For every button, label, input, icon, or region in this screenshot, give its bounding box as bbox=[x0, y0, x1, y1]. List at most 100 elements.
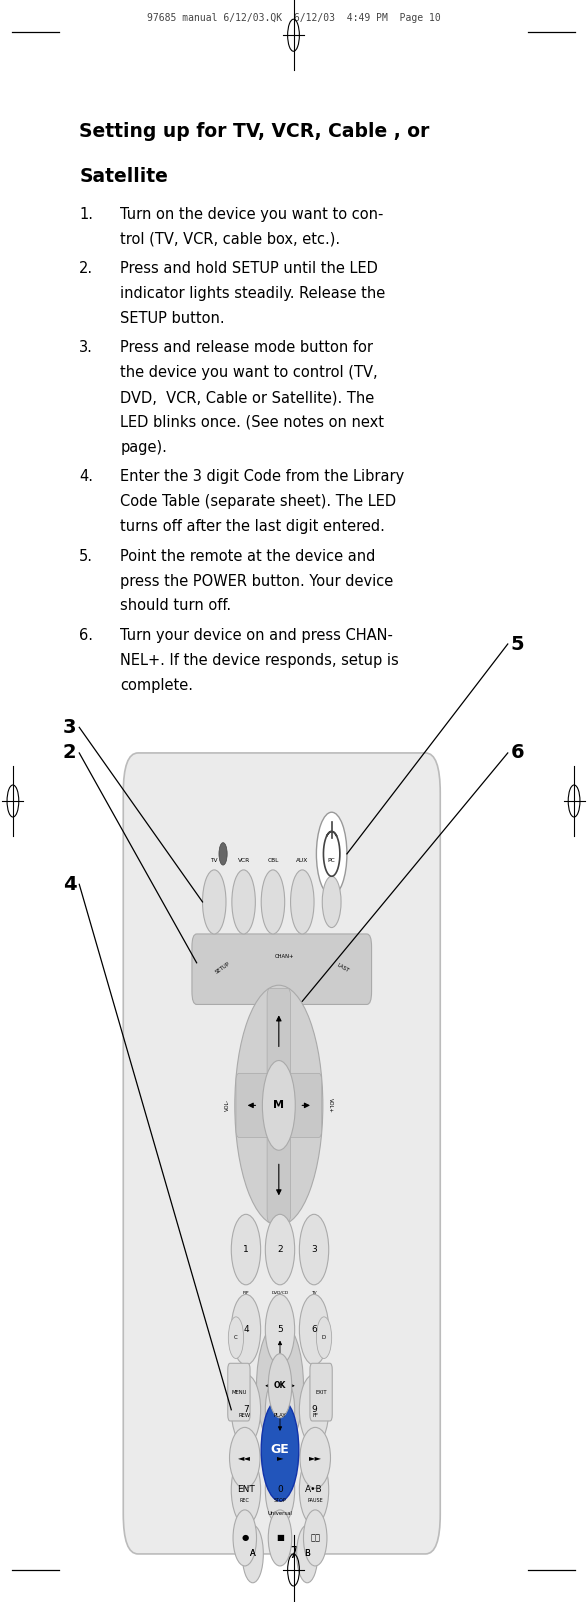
Text: 9: 9 bbox=[311, 1405, 317, 1415]
FancyBboxPatch shape bbox=[236, 1073, 277, 1137]
Circle shape bbox=[261, 1399, 299, 1501]
Text: Enter the 3 digit Code from the Library: Enter the 3 digit Code from the Library bbox=[120, 469, 404, 484]
Text: VOL-: VOL- bbox=[225, 1099, 230, 1112]
Text: 4: 4 bbox=[63, 875, 76, 894]
Text: ENT: ENT bbox=[237, 1485, 255, 1495]
Text: STOP: STOP bbox=[274, 1498, 286, 1503]
Circle shape bbox=[235, 985, 323, 1226]
Text: 3: 3 bbox=[63, 718, 76, 737]
Text: 97685 manual 6/12/03.QK  6/12/03  4:49 PM  Page 10: 97685 manual 6/12/03.QK 6/12/03 4:49 PM … bbox=[147, 13, 440, 24]
Text: 3: 3 bbox=[311, 1245, 317, 1254]
Text: NEL+. If the device responds, setup is: NEL+. If the device responds, setup is bbox=[120, 654, 399, 668]
Text: A•B: A•B bbox=[305, 1485, 323, 1495]
Text: 7: 7 bbox=[243, 1405, 249, 1415]
Text: 6.: 6. bbox=[79, 628, 93, 642]
Ellipse shape bbox=[231, 1375, 261, 1445]
Ellipse shape bbox=[265, 1455, 295, 1525]
Text: ●: ● bbox=[241, 1533, 248, 1543]
Ellipse shape bbox=[265, 1294, 295, 1365]
Text: REC: REC bbox=[240, 1498, 249, 1503]
Ellipse shape bbox=[299, 1375, 329, 1445]
Text: M: M bbox=[274, 1101, 284, 1110]
Text: AUX: AUX bbox=[296, 859, 308, 863]
Text: 3.: 3. bbox=[79, 340, 93, 356]
Circle shape bbox=[296, 1525, 318, 1583]
Text: LAST: LAST bbox=[336, 963, 350, 972]
Ellipse shape bbox=[265, 1427, 295, 1488]
Text: the device you want to control (TV,: the device you want to control (TV, bbox=[120, 365, 378, 380]
Circle shape bbox=[242, 1525, 264, 1583]
Text: 6: 6 bbox=[511, 743, 524, 763]
FancyBboxPatch shape bbox=[123, 753, 440, 1554]
Text: Code Table (separate sheet). The LED: Code Table (separate sheet). The LED bbox=[120, 495, 396, 509]
Text: A: A bbox=[250, 1549, 255, 1559]
Text: Press and release mode button for: Press and release mode button for bbox=[120, 340, 373, 356]
Ellipse shape bbox=[299, 1294, 329, 1365]
Circle shape bbox=[262, 1061, 295, 1150]
Circle shape bbox=[322, 876, 341, 928]
Circle shape bbox=[257, 1322, 303, 1450]
Circle shape bbox=[261, 870, 285, 934]
Text: 2: 2 bbox=[63, 743, 76, 763]
Text: CHAN-: CHAN- bbox=[271, 1242, 287, 1246]
Text: PAUSE: PAUSE bbox=[308, 1498, 323, 1503]
Text: 5: 5 bbox=[277, 1325, 283, 1334]
Text: LED blinks once. (See notes on next: LED blinks once. (See notes on next bbox=[120, 415, 384, 429]
Text: SETUP button.: SETUP button. bbox=[120, 311, 225, 325]
Text: 7: 7 bbox=[289, 1546, 298, 1562]
Text: SETUP: SETUP bbox=[215, 961, 231, 974]
Text: 8: 8 bbox=[277, 1405, 283, 1415]
Text: 6: 6 bbox=[311, 1325, 317, 1334]
Text: 2: 2 bbox=[277, 1245, 283, 1254]
Text: A: A bbox=[250, 1549, 255, 1559]
Text: Satellite: Satellite bbox=[79, 167, 168, 186]
Text: Setting up for TV, VCR, Cable , or: Setting up for TV, VCR, Cable , or bbox=[79, 122, 430, 141]
Text: 4: 4 bbox=[243, 1325, 249, 1334]
Circle shape bbox=[219, 843, 227, 865]
Text: PLAY: PLAY bbox=[274, 1413, 286, 1418]
Text: Turn your device on and press CHAN-: Turn your device on and press CHAN- bbox=[120, 628, 393, 642]
Text: 2.: 2. bbox=[79, 261, 93, 276]
Ellipse shape bbox=[233, 1509, 257, 1565]
Ellipse shape bbox=[265, 1375, 295, 1445]
Text: TV: TV bbox=[211, 859, 218, 863]
Text: PC: PC bbox=[328, 859, 336, 863]
Text: Turn on the device you want to con-: Turn on the device you want to con- bbox=[120, 207, 384, 221]
Text: 5: 5 bbox=[511, 634, 524, 654]
Text: D: D bbox=[322, 1334, 326, 1341]
Text: trol (TV, VCR, cable box, etc.).: trol (TV, VCR, cable box, etc.). bbox=[120, 231, 340, 247]
Text: GE: GE bbox=[271, 1443, 289, 1456]
Text: should turn off.: should turn off. bbox=[120, 599, 231, 614]
Text: ►►: ►► bbox=[309, 1453, 322, 1463]
Circle shape bbox=[228, 1317, 244, 1358]
Text: VOL+: VOL+ bbox=[328, 1097, 333, 1113]
Text: DVD/CD: DVD/CD bbox=[271, 1291, 289, 1294]
Ellipse shape bbox=[299, 1214, 329, 1285]
Text: B: B bbox=[304, 1549, 310, 1559]
Text: DVD,  VCR, Cable or Satellite). The: DVD, VCR, Cable or Satellite). The bbox=[120, 389, 375, 405]
Text: Press and hold SETUP until the LED: Press and hold SETUP until the LED bbox=[120, 261, 378, 276]
Text: VCR: VCR bbox=[238, 859, 249, 863]
Ellipse shape bbox=[231, 1294, 261, 1365]
Text: 4.: 4. bbox=[79, 469, 93, 484]
Ellipse shape bbox=[231, 1214, 261, 1285]
FancyBboxPatch shape bbox=[267, 1110, 291, 1222]
FancyBboxPatch shape bbox=[228, 1363, 250, 1421]
Text: Point the remote at the device and: Point the remote at the device and bbox=[120, 548, 376, 564]
FancyBboxPatch shape bbox=[281, 1073, 322, 1137]
Circle shape bbox=[268, 1354, 292, 1418]
Text: PIP: PIP bbox=[242, 1291, 249, 1294]
Text: ⎯⎯: ⎯⎯ bbox=[310, 1533, 321, 1543]
Text: indicator lights steadily. Release the: indicator lights steadily. Release the bbox=[120, 285, 386, 301]
Text: 1.: 1. bbox=[79, 207, 93, 221]
Text: 0: 0 bbox=[277, 1485, 283, 1495]
Text: C: C bbox=[234, 1334, 238, 1341]
Text: complete.: complete. bbox=[120, 678, 193, 692]
Ellipse shape bbox=[299, 1455, 329, 1525]
Text: ◄◄: ◄◄ bbox=[238, 1453, 251, 1463]
Circle shape bbox=[291, 870, 314, 934]
Text: 5.: 5. bbox=[79, 548, 93, 564]
Ellipse shape bbox=[300, 1427, 330, 1488]
Text: TV: TV bbox=[311, 1291, 317, 1294]
Text: press the POWER button. Your device: press the POWER button. Your device bbox=[120, 574, 394, 588]
